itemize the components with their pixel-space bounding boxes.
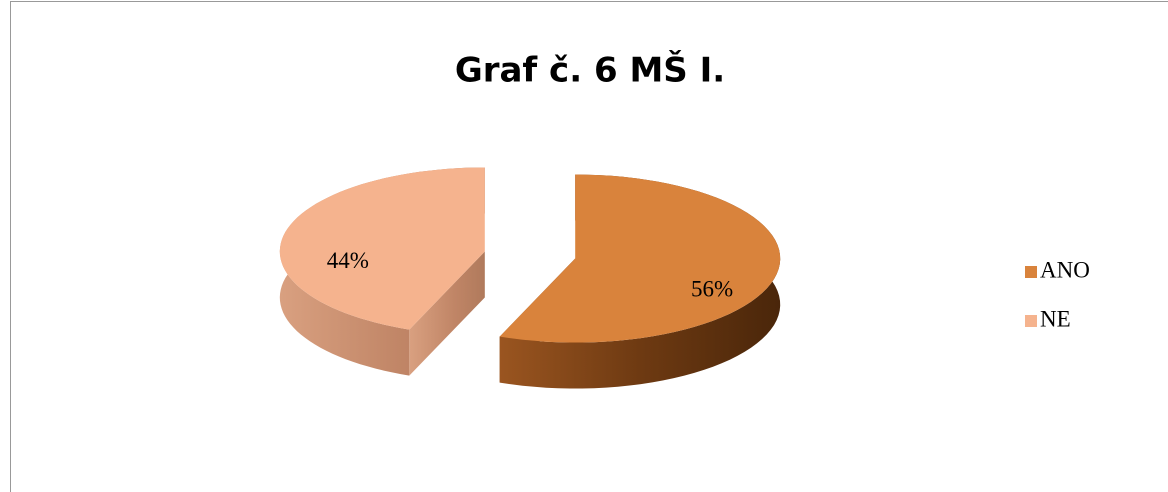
legend-label: ANO: [1040, 257, 1090, 282]
slice: [279, 167, 485, 330]
slice-side: [409, 251, 485, 376]
slice: [499, 174, 781, 343]
legend-label: NE: [1040, 306, 1071, 331]
chart-title: Graf č. 6 MŠ I.: [455, 50, 725, 91]
pie: 56% 44%: [279, 167, 781, 389]
chart-border: [10, 1, 1168, 492]
data-label: 56%: [691, 277, 733, 302]
legend: ANO NE: [1025, 257, 1090, 331]
legend-swatch: [1025, 266, 1037, 278]
data-label: 44%: [327, 248, 369, 273]
legend-swatch: [1025, 315, 1037, 327]
